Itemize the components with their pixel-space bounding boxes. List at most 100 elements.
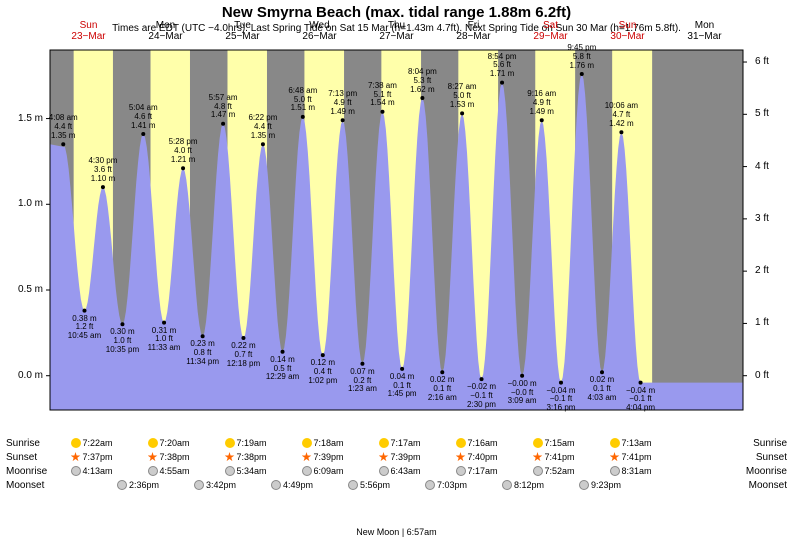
sunrise-label: Sunrise <box>6 438 40 449</box>
moonrise-icon <box>302 466 312 476</box>
y-tick-m: 0.0 m <box>8 370 43 381</box>
day-header: Wed26−Mar <box>281 20 358 42</box>
sunset-icon <box>379 452 389 462</box>
low-tide-label: 0.38 m1.2 ft10:45 am <box>68 315 101 341</box>
sunset-value: 7:38pm <box>225 452 267 462</box>
moonset-icon <box>502 480 512 490</box>
sunrise-value: 7:16am <box>456 438 498 448</box>
footer-note: New Moon | 6:57am <box>0 527 793 537</box>
low-tide-label: 0.22 m0.7 ft12:18 pm <box>227 342 260 368</box>
sunset-value: 7:41pm <box>533 452 575 462</box>
sunset-value: 7:39pm <box>302 452 344 462</box>
day-header: Sat29−Mar <box>512 20 589 42</box>
high-tide-label: 8:27 am5.0 ft1.53 m <box>448 83 477 109</box>
moonrise-icon <box>71 466 81 476</box>
y-tick-ft: 5 ft <box>755 108 785 119</box>
moonset-label-right: Moonset <box>749 480 787 491</box>
high-tide-label: 7:13 pm4.9 ft1.49 m <box>328 90 357 116</box>
moonrise-icon <box>379 466 389 476</box>
tide-chart: New Smyrna Beach (max. tidal range 1.88m… <box>0 0 793 539</box>
sunset-label-right: Sunset <box>756 452 787 463</box>
y-tick-ft: 3 ft <box>755 213 785 224</box>
sunrise-value: 7:22am <box>71 438 113 448</box>
sunrise-icon <box>148 438 158 448</box>
moonset-value: 8:12pm <box>502 480 544 490</box>
moonrise-icon <box>148 466 158 476</box>
moonrise-value: 4:55am <box>148 466 190 476</box>
high-tide-label: 8:04 pm5.3 ft1.62 m <box>408 68 437 94</box>
sunset-label: Sunset <box>6 452 37 463</box>
day-header: Mon24−Mar <box>127 20 204 42</box>
low-tide-label: −0.02 m−0.1 ft2:30 pm <box>467 383 496 409</box>
sunrise-label-right: Sunrise <box>753 438 787 449</box>
sunrise-icon <box>456 438 466 448</box>
high-tide-label: 6:48 am5.0 ft1.51 m <box>288 87 317 113</box>
sunset-icon <box>302 452 312 462</box>
sunrise-value: 7:15am <box>533 438 575 448</box>
sunset-icon <box>456 452 466 462</box>
sunset-value: 7:41pm <box>610 452 652 462</box>
high-tide-label: 5:28 pm4.0 ft1.21 m <box>169 138 198 164</box>
y-tick-ft: 0 ft <box>755 370 785 381</box>
low-tide-label: 0.02 m0.1 ft2:16 am <box>428 376 457 402</box>
y-tick-m: 1.5 m <box>8 113 43 124</box>
y-tick-ft: 4 ft <box>755 161 785 172</box>
moonset-icon <box>271 480 281 490</box>
moonrise-value: 5:34am <box>225 466 267 476</box>
high-tide-label: 4:08 am4.4 ft1.35 m <box>49 114 78 140</box>
sunrise-icon <box>302 438 312 448</box>
y-tick-ft: 6 ft <box>755 56 785 67</box>
low-tide-label: 0.02 m0.1 ft4:03 am <box>588 376 617 402</box>
sunrise-value: 7:19am <box>225 438 267 448</box>
low-tide-label: −0.04 m−0.1 ft4:04 pm <box>626 387 655 413</box>
low-tide-label: 0.31 m1.0 ft11:33 am <box>148 327 181 353</box>
low-tide-label: 0.12 m0.4 ft1:02 pm <box>308 359 337 385</box>
moonrise-label: Moonrise <box>6 466 47 477</box>
moonrise-value: 7:52am <box>533 466 575 476</box>
sunrise-icon <box>610 438 620 448</box>
moonrise-value: 4:13am <box>71 466 113 476</box>
y-tick-ft: 2 ft <box>755 265 785 276</box>
high-tide-label: 5:57 am4.8 ft1.47 m <box>209 94 238 120</box>
moonset-icon <box>579 480 589 490</box>
moonset-icon <box>117 480 127 490</box>
low-tide-label: 0.07 m0.2 ft1:23 am <box>348 368 377 394</box>
sunset-icon <box>533 452 543 462</box>
sunset-icon <box>610 452 620 462</box>
moonset-value: 5:56pm <box>348 480 390 490</box>
moonset-value: 9:23pm <box>579 480 621 490</box>
sunset-icon <box>148 452 158 462</box>
day-header: Sun30−Mar <box>589 20 666 42</box>
low-tide-label: 0.14 m0.5 ft12:29 am <box>266 356 299 382</box>
moonrise-value: 8:31am <box>610 466 652 476</box>
high-tide-label: 9:16 am4.9 ft1.49 m <box>527 90 556 116</box>
high-tide-label: 9:45 pm5.8 ft1.76 m <box>567 44 596 70</box>
moonset-value: 4:49pm <box>271 480 313 490</box>
sunset-value: 7:37pm <box>71 452 113 462</box>
sunset-value: 7:38pm <box>148 452 190 462</box>
sunrise-value: 7:20am <box>148 438 190 448</box>
day-header: Sun23−Mar <box>50 20 127 42</box>
high-tide-label: 4:30 pm3.6 ft1.10 m <box>88 157 117 183</box>
moonrise-label-right: Moonrise <box>746 466 787 477</box>
moonrise-icon <box>533 466 543 476</box>
moonrise-icon <box>610 466 620 476</box>
moonset-icon <box>348 480 358 490</box>
sunrise-value: 7:13am <box>610 438 652 448</box>
sunrise-icon <box>71 438 81 448</box>
high-tide-label: 7:38 am5.1 ft1.54 m <box>368 82 397 108</box>
moonrise-value: 7:17am <box>456 466 498 476</box>
moonrise-value: 6:09am <box>302 466 344 476</box>
moonset-value: 7:03pm <box>425 480 467 490</box>
low-tide-label: −0.00 m−0.0 ft3:09 am <box>508 380 537 406</box>
moonset-value: 3:42pm <box>194 480 236 490</box>
sunrise-value: 7:18am <box>302 438 344 448</box>
moonrise-icon <box>456 466 466 476</box>
sunset-value: 7:39pm <box>379 452 421 462</box>
sunset-icon <box>225 452 235 462</box>
moonset-icon <box>194 480 204 490</box>
low-tide-label: 0.23 m0.8 ft11:34 pm <box>186 340 219 366</box>
low-tide-label: 0.04 m0.1 ft1:45 pm <box>388 373 417 399</box>
sunrise-icon <box>379 438 389 448</box>
sunrise-icon <box>533 438 543 448</box>
